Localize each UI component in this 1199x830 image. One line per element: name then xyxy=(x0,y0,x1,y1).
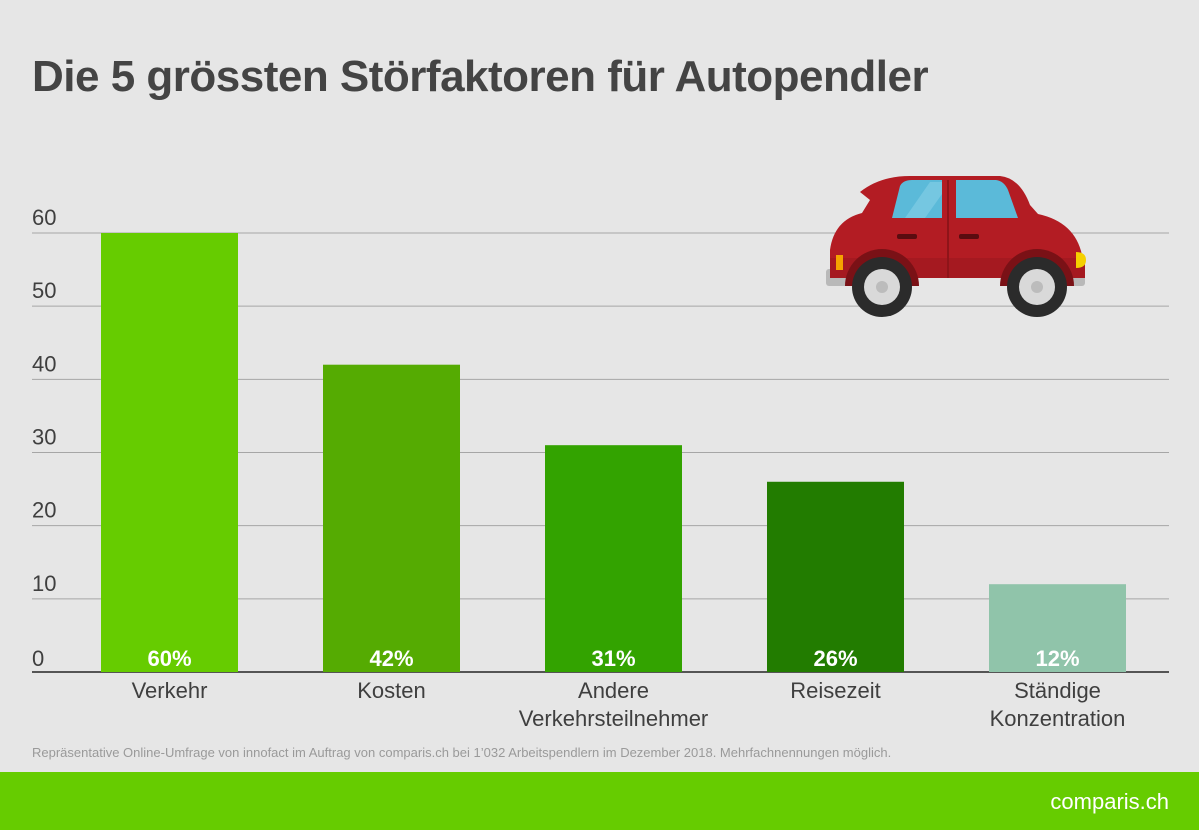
x-tick-label: Verkehr xyxy=(132,678,208,703)
y-tick-label: 60 xyxy=(32,205,56,230)
brand-logo[interactable]: comparis.ch xyxy=(1050,789,1169,814)
bar xyxy=(101,233,238,672)
bar xyxy=(323,364,460,672)
y-tick-label: 40 xyxy=(32,351,56,376)
footnote: Repräsentative Online-Umfrage von innofa… xyxy=(32,745,892,760)
car-icon xyxy=(826,176,1086,317)
y-axis-ticks: 0 10 20 30 40 50 60 xyxy=(32,205,56,671)
bar-chart: 0 10 20 30 40 50 60 60% Verkehr 42% Kosten 31% Ande… xyxy=(32,176,1169,731)
x-tick-label: Kosten xyxy=(357,678,426,703)
bar xyxy=(989,584,1126,672)
data-label: 42% xyxy=(369,646,413,671)
x-tick-label: Verkehrsteilnehmer xyxy=(519,706,709,731)
x-tick-label: Ständige xyxy=(1014,678,1101,703)
x-tick-label: Andere xyxy=(578,678,649,703)
bar xyxy=(767,481,904,672)
y-tick-label: 20 xyxy=(32,498,56,523)
data-label: 31% xyxy=(591,646,635,671)
y-tick-label: 10 xyxy=(32,571,56,596)
x-tick-label: Reisezeit xyxy=(790,678,880,703)
y-tick-label: 50 xyxy=(32,278,56,303)
y-tick-label: 30 xyxy=(32,425,56,450)
chart-title: Die 5 grössten Störfaktoren für Autopend… xyxy=(32,52,929,101)
data-label: 12% xyxy=(1035,646,1079,671)
footer-bar: comparis.ch xyxy=(0,772,1199,830)
data-label: 26% xyxy=(813,646,857,671)
x-tick-label: Konzentration xyxy=(990,706,1126,731)
bars: 60% Verkehr 42% Kosten 31% Andere Verkehrsteil… xyxy=(101,233,1126,731)
data-label: 60% xyxy=(147,646,191,671)
bar xyxy=(545,445,682,672)
y-tick-label: 0 xyxy=(32,646,44,671)
